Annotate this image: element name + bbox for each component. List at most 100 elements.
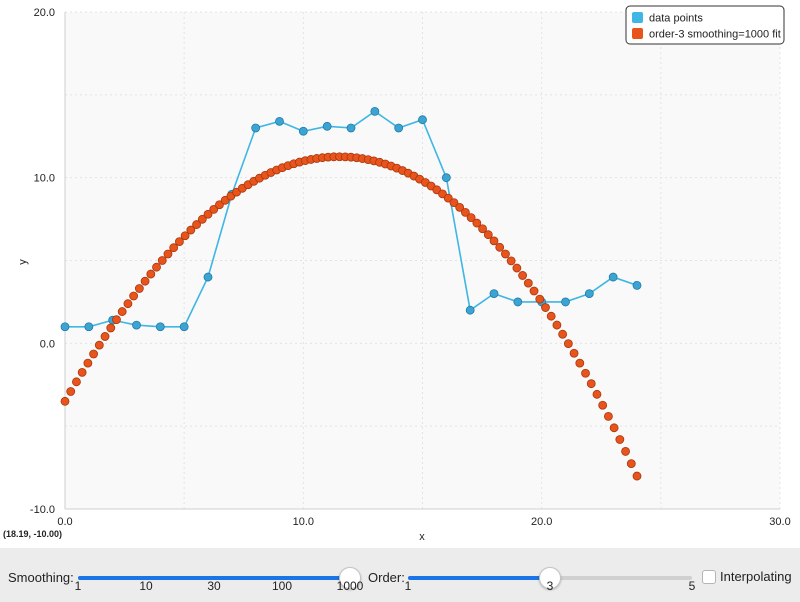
order-tick-label: 1 [404, 579, 412, 593]
fit-point [626, 459, 636, 469]
fit-point [174, 237, 184, 247]
fit-point [575, 358, 585, 368]
fit-point [598, 400, 608, 410]
data-point [584, 289, 594, 299]
plot-background [65, 12, 780, 509]
y-tick-label: 0.0 [40, 338, 55, 350]
fit-point [186, 225, 196, 235]
data-point [179, 322, 189, 332]
fit-point [197, 214, 207, 224]
interpolating-checkbox[interactable] [702, 570, 716, 584]
data-point [489, 289, 499, 299]
x-axis-title: x [419, 531, 425, 543]
order-slider-thumb[interactable] [539, 567, 561, 589]
fit-point [546, 311, 556, 321]
smoothing-slider[interactable] [78, 567, 361, 589]
order-slider[interactable] [408, 567, 692, 589]
fit-point [83, 358, 93, 368]
legend-label: order-3 smoothing=1000 fit [649, 29, 781, 41]
fit-point [146, 269, 156, 279]
fit-point [152, 262, 161, 272]
fit-point [94, 340, 104, 350]
data-point [275, 116, 284, 126]
data-point [418, 115, 427, 125]
grid [64, 11, 781, 510]
axes: 0.0 10.0 20.0 30.0-10.00.010.020.0xy(18.19,… [3, 7, 791, 543]
fit-point [615, 435, 625, 444]
data-point [155, 322, 165, 332]
fit-point [558, 329, 568, 339]
legend: data points order-3 smoothing=1000 fit [625, 5, 785, 45]
fit-point [443, 193, 453, 203]
order-tick-label: 3 [546, 579, 554, 593]
fit-point [501, 249, 510, 259]
fit-point [460, 207, 470, 217]
fit-point [563, 339, 573, 348]
data-point [322, 121, 332, 131]
fit-point [180, 231, 190, 241]
y-axis-title: y [17, 259, 29, 265]
controls-bar: Smoothing: 1 10 30 100 1000 Order: 1 3 5 Inter… [0, 548, 800, 602]
legend-label: data points [649, 13, 703, 25]
fit-point [609, 423, 619, 433]
fit-point [604, 411, 613, 421]
data-point [608, 272, 618, 282]
fit-point [157, 256, 167, 265]
x-tick-label: 30.0 [769, 516, 790, 528]
coordinate-readout: (18.19, -10.00) [3, 529, 62, 539]
fit-point [449, 198, 459, 208]
order-label: Order: [368, 570, 405, 585]
fit-point [483, 230, 493, 240]
fit-point [535, 294, 545, 304]
data-point [346, 123, 356, 133]
order-slider-fill [408, 576, 550, 580]
data-point [298, 126, 308, 136]
fit-point [506, 256, 516, 266]
fit-point [89, 349, 98, 359]
smoothing-label: Smoothing: [8, 570, 74, 585]
fit-point [117, 307, 127, 316]
fit-point [112, 315, 121, 325]
y-tick-label: -10.0 [30, 504, 55, 516]
fit-point [552, 320, 562, 330]
y-tick-label: 20.0 [34, 7, 55, 19]
fit-point [100, 332, 110, 341]
fit-point [72, 377, 81, 387]
data-point [60, 322, 70, 332]
smoothing-slider-thumb[interactable] [339, 567, 361, 589]
smoothing-tick-label: 1 [74, 579, 82, 593]
fit-point [586, 379, 596, 389]
fit-point [592, 389, 602, 399]
fit-point [203, 209, 213, 219]
fit-point [66, 387, 76, 396]
fit-point [512, 263, 522, 273]
data-point [561, 297, 570, 307]
data-point [394, 123, 404, 133]
legend-swatch [632, 12, 643, 23]
y-tick-label: 10.0 [34, 173, 55, 185]
smoothing-tick-label: 10 [139, 579, 153, 593]
fit-point [495, 242, 505, 252]
data-point [441, 173, 451, 183]
fit-point [169, 243, 179, 253]
fit-point [215, 200, 224, 210]
fit-point [523, 278, 533, 288]
plot-area[interactable]: 0.0 10.0 20.0 30.0 -10.0 0.0 10.0 20.0 x y (18.19,… [0, 0, 800, 548]
order-tick-label: 5 [688, 579, 696, 593]
fit-point [581, 368, 590, 378]
data-point [84, 322, 94, 332]
fit-point [192, 220, 201, 229]
data-point [632, 280, 642, 290]
fit-point [77, 367, 87, 377]
series-layer [60, 107, 642, 481]
fit-point [106, 323, 116, 333]
fit-point [529, 286, 539, 296]
chart[interactable]: 0.0 10.0 20.0 30.0-10.00.010.020.0xy(18.19,… [0, 0, 800, 548]
data-point [251, 123, 261, 133]
fit-point [478, 224, 487, 234]
smoothing-slider-fill [78, 576, 350, 580]
fit-point [134, 284, 144, 293]
fit-point [632, 471, 642, 481]
smoothing-tick-label: 1000 [336, 579, 364, 593]
x-tick-label: 0.0 [57, 516, 72, 528]
